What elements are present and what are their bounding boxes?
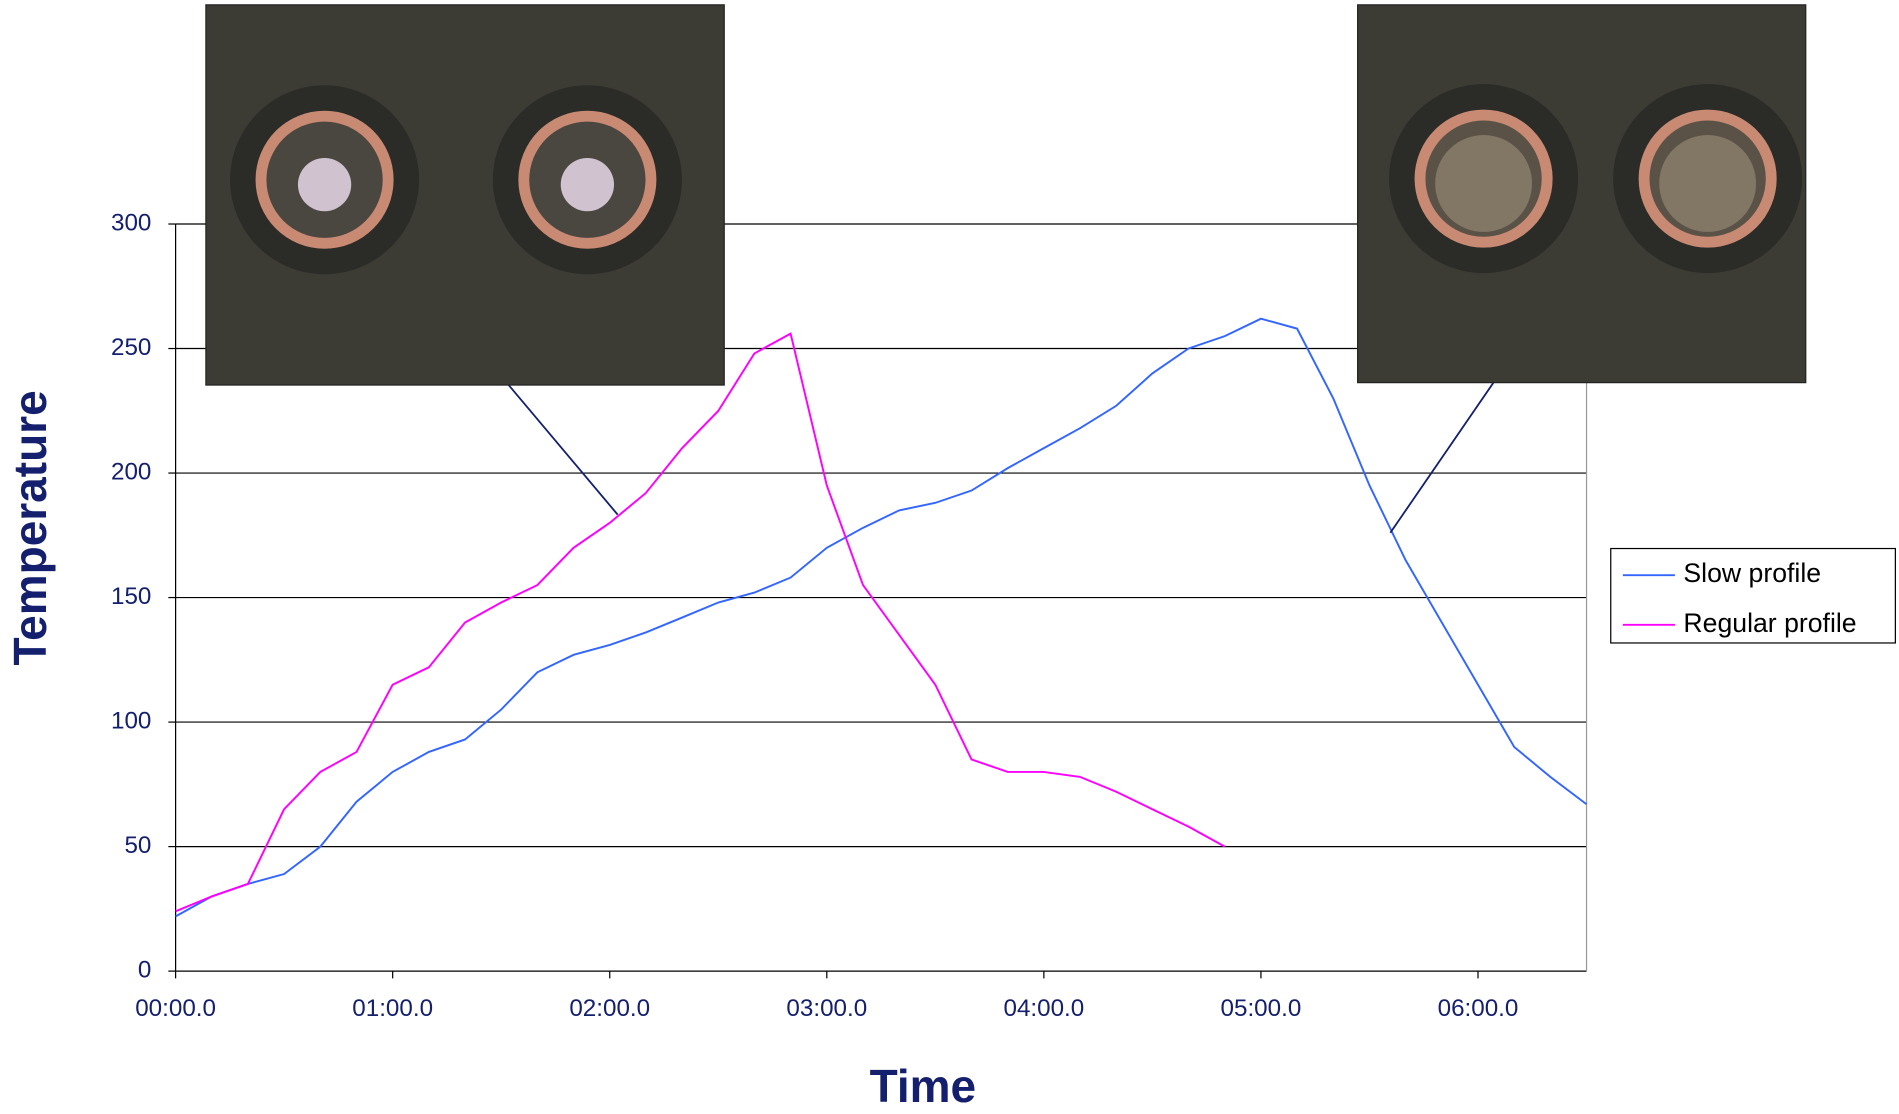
- legend-label: Regular profile: [1683, 608, 1856, 638]
- page: {"chart_data": {"type": "line", "x_label…: [0, 0, 1899, 1114]
- y-axis-title: Temperature: [4, 390, 56, 665]
- x-tick-label: 02:00.0: [569, 995, 650, 1022]
- legend-label: Slow profile: [1683, 558, 1821, 588]
- series-line: [176, 319, 1587, 917]
- y-tick-label: 150: [111, 583, 151, 610]
- connector: [1390, 371, 1501, 533]
- y-tick-label: 50: [124, 832, 151, 859]
- pad-center: [1659, 135, 1756, 232]
- x-tick-label: 01:00.0: [352, 995, 433, 1022]
- x-tick-label: 05:00.0: [1221, 995, 1302, 1022]
- x-tick-label: 00:00.0: [135, 995, 216, 1022]
- x-tick-label: 03:00.0: [786, 995, 867, 1022]
- pad-center: [561, 158, 614, 211]
- x-axis-title: Time: [870, 1060, 977, 1112]
- y-tick-label: 0: [138, 957, 151, 984]
- y-tick-label: 250: [111, 334, 151, 361]
- y-tick-label: 200: [111, 458, 151, 485]
- pad-center: [298, 158, 351, 211]
- series-line: [176, 334, 1225, 912]
- chart: Time Temperature 0 50 100 150 200 250 300 00:00…: [0, 0, 1899, 1114]
- x-tick-label: 04:00.0: [1003, 995, 1084, 1022]
- y-tick-label: 100: [111, 707, 151, 734]
- connector: [509, 385, 618, 515]
- y-tick-label: 300: [111, 209, 151, 236]
- pad-center: [1435, 135, 1532, 232]
- x-tick-label: 06:00.0: [1438, 995, 1519, 1022]
